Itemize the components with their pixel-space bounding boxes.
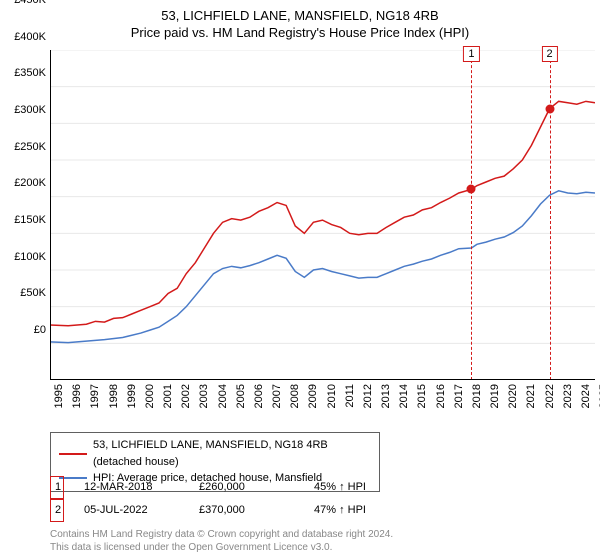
data-row-index: 2 <box>50 499 64 522</box>
y-axis-line <box>50 50 51 380</box>
x-tick-label: 2007 <box>271 384 283 408</box>
footer-line1: Contains HM Land Registry data © Crown c… <box>50 528 393 541</box>
legend-item: 53, LICHFIELD LANE, MANSFIELD, NG18 4RB … <box>59 437 371 470</box>
x-axis: 1995 1996 1997 1998 1999 2000 2001 2002 2003 2004… <box>50 380 595 430</box>
y-tick-label: £400K <box>0 31 46 43</box>
x-tick-label: 1998 <box>108 384 120 408</box>
chart-title-block: 53, LICHFIELD LANE, MANSFIELD, NG18 4RB … <box>0 0 600 40</box>
x-tick-label: 2016 <box>435 384 447 408</box>
x-tick-label: 2000 <box>144 384 156 408</box>
x-tick-label: 2003 <box>198 384 210 408</box>
series-line <box>50 101 595 325</box>
chart-svg <box>50 50 595 380</box>
legend-swatch <box>59 453 87 455</box>
x-tick-label: 2015 <box>416 384 428 408</box>
x-tick-label: 1997 <box>89 384 101 408</box>
y-tick-label: £50K <box>0 287 46 299</box>
marker-line <box>550 50 551 380</box>
x-tick-label: 2013 <box>380 384 392 408</box>
footer-line2: This data is licensed under the Open Gov… <box>50 541 393 554</box>
x-tick-label: 2014 <box>398 384 410 408</box>
data-row: 1 12-MAR-2018 £260,000 45% ↑ HPI <box>50 476 409 499</box>
x-tick-label: 2004 <box>217 384 229 408</box>
series-line <box>50 191 595 343</box>
chart-subtitle: Price paid vs. HM Land Registry's House … <box>0 25 600 40</box>
x-tick-label: 2005 <box>235 384 247 408</box>
plot-area: 12 <box>50 50 595 380</box>
marker-line <box>471 50 472 380</box>
x-tick-label: 2011 <box>344 384 356 408</box>
data-row: 2 05-JUL-2022 £370,000 47% ↑ HPI <box>50 499 409 522</box>
y-tick-label: £0 <box>0 324 46 336</box>
y-tick-label: £450K <box>0 0 46 6</box>
data-row-price: £260,000 <box>199 477 294 498</box>
data-row-pct: 45% ↑ HPI <box>314 477 409 498</box>
y-tick-label: £100K <box>0 251 46 263</box>
x-tick-label: 2010 <box>326 384 338 408</box>
x-tick-label: 2017 <box>453 384 465 408</box>
data-row-price: £370,000 <box>199 500 294 521</box>
x-tick-label: 2006 <box>253 384 265 408</box>
y-tick-label: £250K <box>0 141 46 153</box>
data-row-pct: 47% ↑ HPI <box>314 500 409 521</box>
data-table: 1 12-MAR-2018 £260,000 45% ↑ HPI 2 05-JUL-202… <box>50 476 409 522</box>
y-tick-label: £200K <box>0 177 46 189</box>
x-tick-label: 2008 <box>289 384 301 408</box>
x-tick-label: 2022 <box>544 384 556 408</box>
y-tick-label: £150K <box>0 214 46 226</box>
data-row-date: 12-MAR-2018 <box>84 477 179 498</box>
data-row-date: 05-JUL-2022 <box>84 500 179 521</box>
x-tick-label: 2024 <box>580 384 592 408</box>
x-tick-label: 2018 <box>471 384 483 408</box>
x-tick-label: 2012 <box>362 384 374 408</box>
x-tick-label: 2009 <box>307 384 319 408</box>
x-tick-label: 1999 <box>126 384 138 408</box>
chart-title: 53, LICHFIELD LANE, MANSFIELD, NG18 4RB <box>0 8 600 23</box>
x-tick-label: 2023 <box>562 384 574 408</box>
data-row-index: 1 <box>50 476 64 499</box>
x-tick-label: 2019 <box>489 384 501 408</box>
marker-label: 2 <box>542 46 558 62</box>
data-point <box>467 185 476 194</box>
marker-label: 1 <box>463 46 479 62</box>
x-tick-label: 1995 <box>53 384 65 408</box>
x-tick-label: 2021 <box>525 384 537 408</box>
y-axis: £0£50K£100K£150K£200K£250K£300K£350K£400… <box>0 0 50 330</box>
x-tick-label: 2020 <box>507 384 519 408</box>
legend-label: 53, LICHFIELD LANE, MANSFIELD, NG18 4RB … <box>93 437 371 470</box>
x-tick-label: 2002 <box>180 384 192 408</box>
footer: Contains HM Land Registry data © Crown c… <box>50 528 393 554</box>
data-point <box>545 104 554 113</box>
x-tick-label: 1996 <box>71 384 83 408</box>
x-tick-label: 2001 <box>162 384 174 408</box>
y-tick-label: £300K <box>0 104 46 116</box>
y-tick-label: £350K <box>0 67 46 79</box>
